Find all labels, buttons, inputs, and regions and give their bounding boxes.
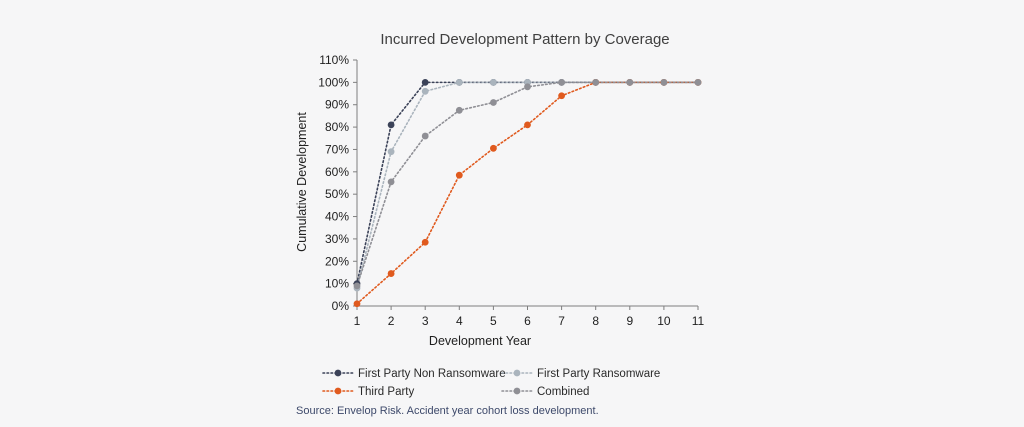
legend-item-third-party: Third Party — [322, 386, 414, 398]
data-point-combined — [626, 78, 634, 86]
y-tick-label: 50% — [325, 187, 349, 201]
data-point-first-party-ransomware — [490, 78, 497, 86]
legend-marker — [334, 387, 342, 395]
data-point-first-party-ransomware — [421, 87, 429, 95]
x-tick-label: 3 — [422, 314, 429, 328]
data-point-combined — [660, 78, 668, 86]
data-point-combined — [592, 78, 600, 86]
legend-marker — [513, 387, 521, 395]
y-tick-label: 30% — [325, 232, 349, 246]
y-tick-label: 60% — [325, 165, 349, 179]
data-point-combined — [421, 132, 429, 140]
x-tick-label: 1 — [354, 314, 361, 328]
x-tick-label: 8 — [592, 314, 599, 328]
data-point-combined — [694, 78, 702, 86]
x-tick-label: 5 — [490, 314, 497, 328]
data-point-first-party-non-ransomware — [421, 78, 429, 86]
legend-label: Third Party — [358, 386, 414, 398]
x-tick-label: 4 — [456, 314, 463, 328]
y-tick-label: 0% — [332, 299, 350, 313]
source-note: Source: Envelop Risk. Accident year coho… — [296, 405, 599, 417]
x-tick-label: 9 — [626, 314, 633, 328]
legend-marker — [334, 369, 342, 377]
x-axis-label: Development Year — [429, 334, 531, 348]
data-point-combined — [353, 282, 361, 290]
y-tick-label: 10% — [325, 277, 349, 291]
legend-item-first-party-non-ransomware: First Party Non Ransomware — [322, 368, 506, 380]
data-point-third-party — [353, 300, 361, 308]
legend-label: First Party Ransomware — [537, 368, 660, 380]
data-point-third-party — [387, 270, 395, 277]
y-tick-label: 100% — [318, 75, 349, 89]
data-point-first-party-non-ransomware — [387, 121, 395, 129]
y-tick-label: 80% — [325, 120, 349, 134]
data-point-third-party — [490, 144, 497, 152]
y-axis-label: Cumulative Development — [295, 112, 309, 252]
legend-item-first-party-ransomware: First Party Ransomware — [501, 368, 660, 380]
data-point-combined — [455, 106, 463, 114]
data-point-third-party — [558, 92, 565, 100]
x-tick-label: 10 — [657, 314, 671, 328]
data-point-third-party — [421, 238, 429, 246]
y-tick-label: 90% — [325, 98, 349, 112]
x-tick-label: 7 — [558, 314, 565, 328]
y-tick-label: 20% — [325, 254, 349, 268]
data-point-combined — [387, 178, 395, 186]
y-tick-label: 110% — [319, 53, 349, 67]
data-point-combined — [490, 99, 497, 106]
legend-label: Combined — [537, 386, 589, 398]
series-line-first-party-non-ransomware — [356, 81, 699, 285]
chart-title: Incurred Development Pattern by Coverage — [380, 31, 669, 48]
x-tick-label: 2 — [388, 314, 395, 328]
series-line-third-party — [356, 81, 699, 305]
data-point-third-party — [455, 171, 463, 179]
y-tick-label: 70% — [325, 142, 349, 156]
x-tick-label: 6 — [524, 314, 531, 328]
x-tick-label: 11 — [692, 314, 705, 328]
y-tick-label: 40% — [325, 210, 349, 224]
data-point-third-party — [524, 121, 531, 129]
legend: First Party Non Ransomware First Party Ra… — [322, 368, 660, 398]
plot-area: 0% 10% 20% 30% 40% 50% 60% 70% 80% 90% 100% 110% 1 2 3… — [318, 53, 704, 328]
data-point-first-party-ransomware — [455, 78, 463, 86]
data-point-first-party-ransomware — [387, 148, 395, 156]
legend-item-combined: Combined — [501, 386, 589, 398]
legend-label: First Party Non Ransomware — [358, 368, 506, 380]
data-point-combined — [524, 83, 531, 91]
data-point-combined — [558, 78, 565, 86]
series-line-combined — [356, 81, 699, 287]
legend-marker — [513, 369, 521, 377]
